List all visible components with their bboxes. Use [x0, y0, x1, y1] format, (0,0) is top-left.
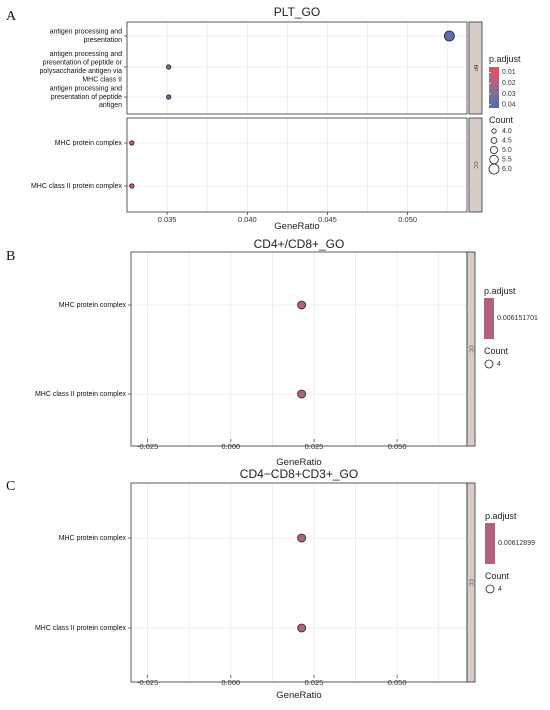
x-tick-label: 0.025 — [305, 678, 324, 687]
data-point — [166, 94, 172, 100]
size-legend-label: 4.0 — [502, 128, 512, 135]
data-point — [297, 533, 307, 543]
data-point — [129, 140, 135, 146]
x-tick-label: 0.050 — [398, 215, 417, 224]
x-axis-title: GeneRatio — [274, 221, 319, 232]
facet-strip-label: BP — [472, 65, 478, 72]
legend: p.adjust 0.006151701 Count 4 — [484, 286, 538, 369]
panel-letter: A — [6, 9, 17, 24]
plot-area — [127, 118, 467, 212]
color-legend-label: 0.04 — [502, 102, 516, 109]
chart-title: CD4+/CD8+_GO — [254, 237, 345, 251]
color-legend-title: p.adjust — [485, 511, 517, 521]
x-tick-label: -0.025 — [137, 678, 158, 687]
panel-border — [126, 21, 468, 115]
color-legend-title: p.adjust — [484, 286, 516, 296]
size-legend-label: 4.5 — [502, 137, 512, 144]
facet-strip-label: CC — [472, 161, 478, 169]
plot-area — [127, 22, 467, 114]
facet-strip-label: CC — [468, 579, 474, 587]
size-legend-label: 4 — [498, 586, 502, 593]
data-point — [443, 30, 455, 42]
size-legend-title: Count — [484, 346, 509, 356]
size-legend-key — [488, 163, 500, 175]
x-tick-label: 0.000 — [221, 442, 240, 451]
facet-strip — [468, 117, 483, 213]
chart-title: PLT_GO — [274, 5, 320, 19]
category-label: MHC class II protein complex — [35, 391, 127, 398]
category-label: MHC protein complex — [59, 302, 127, 309]
facet-strip — [468, 21, 483, 115]
facet-strip — [466, 482, 476, 683]
panel-c: C CD4−CD8+CD3+_GO CC MHC protein complex MHC… — [6, 467, 535, 701]
data-point — [297, 623, 307, 633]
facet: CC MHC protein complex MHC class II protei… — [35, 482, 476, 683]
category-label: antigen — [99, 102, 122, 109]
category-label: MHC class II protein complex — [35, 625, 127, 632]
size-legend-title: Count — [485, 571, 510, 581]
facet: CC MHC protein complex MHC class II protei… — [31, 117, 483, 213]
color-legend-bar — [484, 298, 494, 339]
facet-strip-label: CC — [468, 345, 474, 353]
x-tick-label: 0.025 — [305, 442, 324, 451]
panel-letter: B — [6, 249, 15, 264]
x-tick-label: 0.045 — [318, 215, 337, 224]
data-point — [166, 64, 172, 70]
color-legend-label: 0.00612899 — [498, 540, 535, 547]
category-label: presentation — [83, 37, 122, 44]
x-axis-title: GeneRatio — [276, 690, 321, 701]
legend: p.adjust 0.00612899 Count 4 — [485, 511, 535, 594]
color-legend-title: p.adjust — [489, 54, 521, 64]
plot-area — [131, 252, 467, 446]
category-label: antigen processing and — [50, 51, 122, 58]
x-tick-label: 0.040 — [238, 215, 257, 224]
color-legend-label: 0.01 — [502, 69, 516, 76]
category-label: MHC class II — [82, 76, 122, 83]
size-legend-label: 5.5 — [502, 156, 512, 163]
size-legend-label: 6.0 — [502, 166, 512, 173]
data-point — [297, 300, 307, 310]
category-label: MHC protein complex — [55, 140, 123, 147]
plot-area — [131, 483, 467, 682]
x-tick-label: 0.050 — [388, 678, 407, 687]
x-tick-label: -0.025 — [137, 442, 158, 451]
category-label: presentation of peptide — [51, 94, 122, 101]
x-tick-label: 0.050 — [388, 442, 407, 451]
color-legend-bar — [485, 523, 495, 564]
panel-letter: C — [6, 479, 15, 494]
chart-title: CD4−CD8+CD3+_GO — [240, 467, 358, 481]
x-axis-title: GeneRatio — [276, 457, 321, 468]
color-legend-bar — [489, 67, 499, 108]
data-point — [129, 183, 135, 189]
x-tick-label: 0.000 — [221, 678, 240, 687]
facet: CC MHC protein complex MHC class II protei… — [35, 251, 476, 447]
size-legend-key — [489, 154, 499, 165]
size-legend-title: Count — [489, 115, 514, 125]
size-legend-key — [490, 137, 498, 144]
size-legend-key — [485, 584, 495, 594]
size-legend-key — [484, 359, 494, 369]
size-legend-key — [491, 128, 497, 134]
category-label: polysaccharide antigen via — [40, 68, 123, 75]
legend: p.adjust 0.01 0.02 0.03 0.04 Count 4.0 4.5 5.0 5.… — [488, 54, 521, 175]
category-label: presentation of peptide or — [43, 60, 123, 67]
panel-b: B CD4+/CD8+_GO CC MHC protein complex MHC cl… — [6, 237, 538, 468]
color-legend-label: 0.006151701 — [497, 315, 538, 322]
category-label: MHC protein complex — [59, 535, 127, 542]
color-legend-label: 0.02 — [502, 80, 516, 87]
color-legend-label: 0.03 — [502, 91, 516, 98]
category-label: antigen processing and — [50, 29, 122, 36]
x-tick-label: 0.035 — [158, 215, 177, 224]
size-legend-label: 4 — [497, 361, 501, 368]
size-legend-label: 5.0 — [502, 147, 512, 154]
data-point — [297, 389, 307, 399]
size-legend-key — [489, 145, 498, 154]
facet-strip — [466, 251, 476, 447]
category-label: antigen processing and — [50, 85, 122, 92]
panel-border — [126, 117, 468, 213]
category-label: MHC class II protein complex — [31, 183, 123, 190]
